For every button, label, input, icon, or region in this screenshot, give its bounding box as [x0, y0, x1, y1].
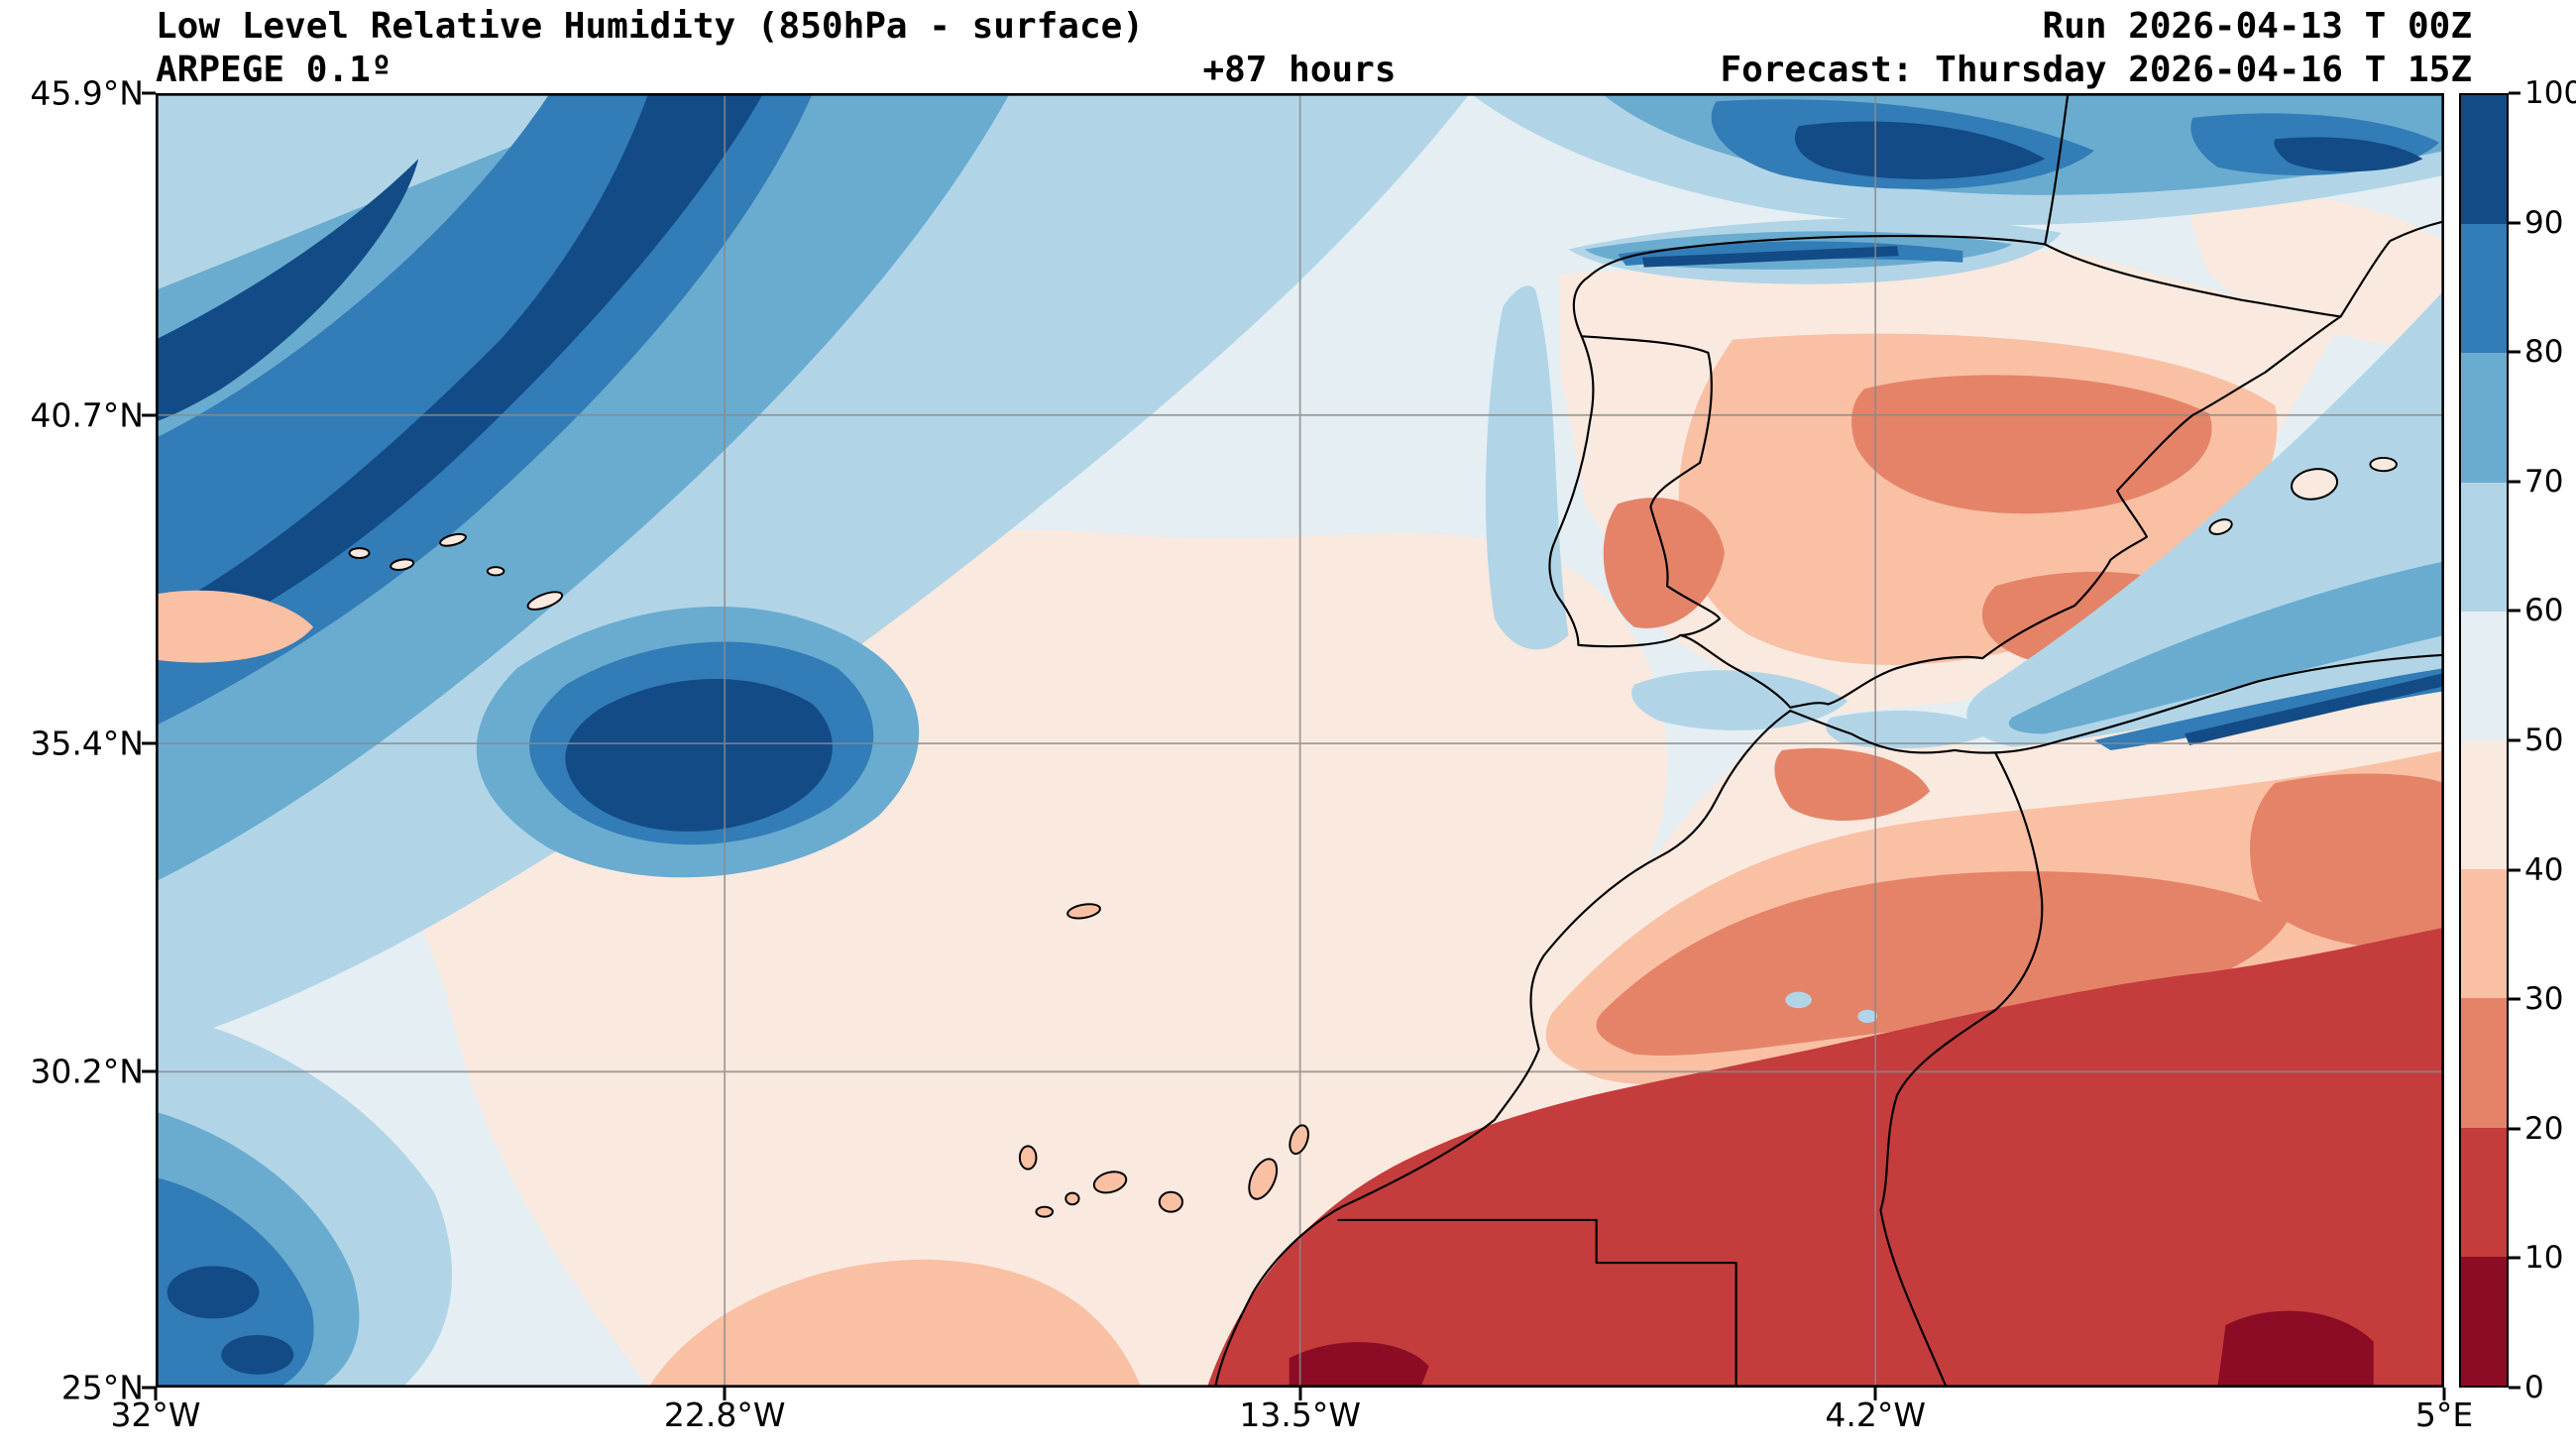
- colorbar-tick-mark: [2509, 350, 2520, 354]
- coastlines-borders: [1214, 93, 2444, 1388]
- x-tick-mark: [723, 1388, 727, 1400]
- x-tick-label: 32°W: [110, 1396, 201, 1434]
- contour-20-30: [1596, 375, 2444, 1056]
- contour-90-100: [156, 93, 2444, 1375]
- x-tick-label: 4.2°W: [1825, 1396, 1926, 1434]
- plot-frame: [156, 93, 2444, 1388]
- colorbar-segment: [2461, 869, 2507, 999]
- colorbar-tick-label: 100: [2524, 75, 2576, 111]
- graticule-gridlines: [156, 93, 2444, 1388]
- y-tick-mark: [142, 1386, 156, 1390]
- colorbar-segment: [2461, 482, 2507, 612]
- africa-med-coastline: [1789, 653, 2444, 754]
- africa-atlantic-coastline: [1214, 710, 1792, 1388]
- morocco-algeria-border: [1879, 752, 2044, 1388]
- x-tick-mark: [1298, 1388, 1302, 1400]
- colorbar-tick-mark: [2509, 1256, 2520, 1260]
- map-title: Low Level Relative Humidity (850hPa - su…: [156, 6, 1144, 47]
- colorbar-tick-mark: [2509, 868, 2520, 872]
- x-tick-label: 13.5°W: [1239, 1396, 1361, 1434]
- colorbar-segment: [2461, 1256, 2507, 1387]
- y-tick-label: 35.4°N: [30, 724, 144, 763]
- colorbar-segment: [2461, 740, 2507, 870]
- colorbar-tick-label: 80: [2524, 334, 2564, 371]
- colorbar-tick-mark: [2509, 1386, 2520, 1390]
- colorbar-segment: [2461, 224, 2507, 354]
- colorbar-segment: [2461, 611, 2507, 741]
- azores-islands: [348, 532, 564, 611]
- colorbar-tick-label: 60: [2524, 593, 2564, 629]
- colorbar-tick-label: 0: [2524, 1370, 2544, 1405]
- portugal-spain-border: [1580, 335, 1722, 637]
- contour-10-20: [1206, 927, 2444, 1388]
- x-tick-label: 5°E: [2414, 1396, 2474, 1434]
- y-tick-mark: [142, 413, 156, 417]
- colorbar-tick-label: 10: [2524, 1240, 2564, 1277]
- pyrenees-border: [2044, 243, 2342, 318]
- x-tick-mark: [1873, 1388, 1877, 1400]
- x-tick-mark: [2442, 1388, 2446, 1400]
- colorbar-tick-label: 30: [2524, 981, 2564, 1018]
- lead-time: +87 hours: [1202, 50, 1397, 90]
- contour-0-10: [1288, 1310, 2374, 1388]
- colorbar-tick-mark: [2509, 221, 2520, 225]
- colorbar-tick-label: 70: [2524, 463, 2564, 500]
- colorbar-tick-mark: [2509, 480, 2520, 484]
- y-tick-label: 40.7°N: [30, 395, 144, 435]
- colorbar-tick-label: 90: [2524, 204, 2564, 241]
- madeira-island: [1066, 903, 1101, 920]
- humidity-map-svg: [156, 93, 2444, 1388]
- islands: [348, 456, 2398, 1218]
- run-datetime: Run 2026-04-13 T 00Z: [2042, 6, 2472, 47]
- model-resolution: ARPEGE 0.1º: [156, 50, 392, 90]
- colorbar-tick-mark: [2509, 997, 2520, 1001]
- y-tick-mark: [142, 91, 156, 95]
- forecast-datetime: Forecast: Thursday 2026-04-16 T 15Z: [1720, 50, 2472, 90]
- colorbar-tick-label: 40: [2524, 851, 2564, 888]
- iberia-france-coastline: [1548, 93, 2444, 709]
- colorbar-tick-mark: [2509, 738, 2520, 742]
- colorbar-tick-mark: [2509, 1127, 2520, 1131]
- x-tick-mark: [154, 1388, 158, 1400]
- humidity-map-plot: [156, 93, 2444, 1388]
- contour-30-40-overlay: [156, 590, 314, 663]
- y-tick-mark: [142, 1069, 156, 1073]
- colorbar-segment: [2461, 95, 2507, 225]
- canary-islands: [1018, 1124, 1309, 1218]
- y-tick-label: 30.2°N: [30, 1052, 144, 1091]
- y-tick-label: 45.9°N: [30, 73, 144, 113]
- colorbar-segments: [2459, 93, 2509, 1388]
- colorbar-tick-label: 50: [2524, 723, 2564, 758]
- western-sahara-borders: [1337, 1218, 1737, 1388]
- colorbar-tick-mark: [2509, 91, 2520, 95]
- y-tick-mark: [142, 741, 156, 745]
- colorbar-segment: [2461, 353, 2507, 483]
- colorbar-segment: [2461, 998, 2507, 1128]
- x-tick-label: 22.8°W: [663, 1396, 786, 1434]
- colorbar-segment: [2461, 1127, 2507, 1257]
- colorbar-tick-label: 20: [2524, 1110, 2564, 1147]
- colorbar-tick-mark: [2509, 609, 2520, 613]
- balearic-islands: [2208, 456, 2398, 535]
- y-tick-label: 25°N: [60, 1368, 144, 1407]
